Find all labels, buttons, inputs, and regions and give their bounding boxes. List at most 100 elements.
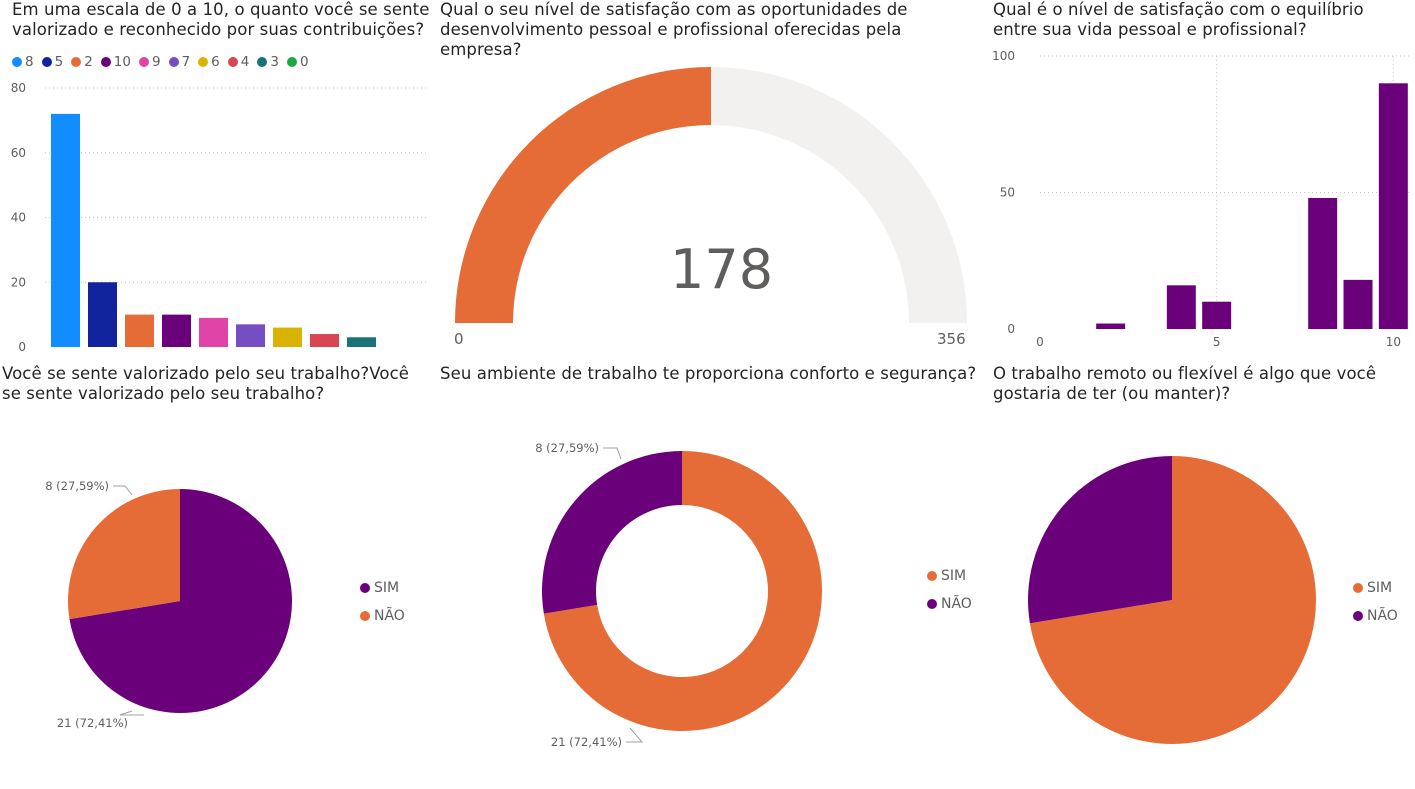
chart-panel-desenvolvimento: Qual o seu nível de satisfação com as op… (430, 0, 985, 360)
bar (199, 317, 228, 347)
legend-label: SIM (941, 568, 967, 584)
bar (1166, 285, 1196, 329)
legend-item: 9 (138, 54, 161, 70)
legend-dot (360, 583, 370, 593)
legend-item-nao: NÃO (360, 602, 405, 630)
legend-dot (927, 571, 937, 581)
chart-panel-conforto: Seu ambiente de trabalho te proporciona … (430, 362, 985, 789)
legend-label: NÃO (941, 596, 972, 612)
chart-title: Em uma escala de 0 a 10, o quanto você s… (12, 0, 430, 39)
bar (1202, 301, 1232, 329)
bar (1308, 197, 1338, 329)
legend-label: NÃO (1367, 608, 1398, 624)
chart-title: Qual é o nível de satisfação com o equil… (993, 0, 1364, 39)
bar (125, 314, 154, 347)
legend-item-sim: SIM (927, 562, 972, 590)
donut-chart-conforto: 21 (72,41%) 8 (27,59%) (535, 441, 822, 749)
legend-label: 0 (299, 54, 309, 70)
chart-panel-equilibrio: Qual é o nível de satisfação com o equil… (985, 0, 1415, 360)
legend-label: 9 (151, 54, 161, 70)
legend-dot (360, 611, 370, 621)
gauge-fill (455, 67, 711, 323)
legend-item-sim: SIM (360, 574, 405, 602)
pie-slice (1029, 456, 1316, 744)
bar (236, 324, 265, 347)
y-tick-label: 0 (18, 340, 26, 354)
y-tick-label: 20 (11, 275, 26, 289)
legend-label: SIM (374, 580, 400, 596)
legend-dot (138, 57, 149, 67)
bar-chart-valorizado: 0 20 40 60 80 (11, 81, 428, 354)
legend-label: 2 (84, 54, 93, 70)
chart-title: Seu ambiente de trabalho te proporciona … (440, 364, 977, 383)
legend-dot (257, 57, 268, 67)
legend-label: NÃO (374, 608, 405, 624)
gauge-value: 178 (670, 238, 774, 301)
x-tick-label: 0 (1036, 335, 1044, 349)
legend-dot (71, 57, 82, 67)
legend-item: 3 (257, 54, 279, 70)
pie-legend: SIM NÃO (360, 574, 405, 630)
pie-slice (1028, 456, 1172, 624)
pie-legend: SIM NÃO (927, 562, 972, 618)
pie-chart-valorizado: 21 (72,41%) 8 (27,59%) (45, 479, 292, 730)
y-tick-label: 60 (11, 146, 26, 160)
chart-legend: 8 5 2 10 9 7 6 4 3 0 (12, 54, 317, 70)
leader-line (113, 485, 133, 496)
legend-dot (12, 57, 22, 67)
legend-item-sim: SIM (1353, 574, 1398, 602)
gauge-chart (455, 67, 967, 323)
pie-slice (543, 451, 822, 731)
legend-item: 0 (286, 54, 309, 70)
pie-slice (542, 451, 682, 614)
legend-dot (927, 599, 937, 609)
legend-label: 6 (211, 54, 220, 70)
bar (1096, 323, 1126, 329)
y-tick-label: 0 (1007, 322, 1015, 336)
legend-label: 8 (25, 54, 34, 70)
legend-item-nao: NÃO (1353, 602, 1398, 630)
data-label: 21 (72,41%) (57, 716, 128, 730)
pie-legend: SIM NÃO (1353, 574, 1398, 630)
chart-panel-remoto: O trabalho remoto ou flexível é algo que… (985, 362, 1415, 789)
legend-dot (100, 57, 111, 67)
legend-dot (1353, 611, 1363, 621)
bar (88, 282, 117, 347)
x-tick-label: 10 (1386, 335, 1401, 349)
y-tick-label: 100 (992, 49, 1015, 63)
legend-item: 6 (198, 54, 220, 70)
pie-slice (69, 489, 292, 713)
legend-dot (198, 57, 209, 67)
legend-item: 10 (100, 54, 131, 70)
data-label: 8 (27,59%) (45, 479, 109, 493)
legend-dot (1353, 583, 1363, 593)
legend-label: 10 (113, 54, 131, 70)
legend-item: 8 (12, 54, 34, 70)
legend-item: 2 (71, 54, 93, 70)
y-tick-label: 80 (11, 81, 26, 95)
bar (1343, 279, 1373, 329)
legend-item-nao: NÃO (927, 590, 972, 618)
bar (51, 113, 80, 348)
legend-label: 5 (54, 54, 64, 70)
legend-label: 7 (181, 54, 191, 70)
legend-dot (227, 57, 238, 67)
y-tick-label: 50 (1000, 186, 1015, 200)
chart-panel-valorizado-trabalho: Você se sente valorizado pelo seu trabal… (0, 362, 430, 789)
bar (310, 334, 339, 347)
pie-chart-remoto (1028, 456, 1316, 744)
chart-panel-valorizado-escala: Em uma escala de 0 a 10, o quanto você s… (0, 0, 430, 360)
chart-title: O trabalho remoto ou flexível é algo que… (993, 364, 1377, 403)
legend-dot (286, 57, 297, 67)
leader-line (603, 447, 622, 460)
data-label: 8 (27,59%) (535, 441, 599, 455)
chart-title: Você se sente valorizado pelo seu trabal… (2, 364, 410, 403)
legend-label: 3 (270, 54, 279, 70)
data-label: 21 (72,41%) (551, 735, 622, 749)
x-tick-label: 5 (1213, 335, 1221, 349)
chart-title: Qual o seu nível de satisfação com as op… (440, 0, 908, 59)
gauge-max-label: 356 (937, 330, 966, 348)
gauge-min-label: 0 (454, 330, 464, 348)
y-tick-label: 40 (11, 211, 26, 225)
bar (1378, 83, 1408, 329)
